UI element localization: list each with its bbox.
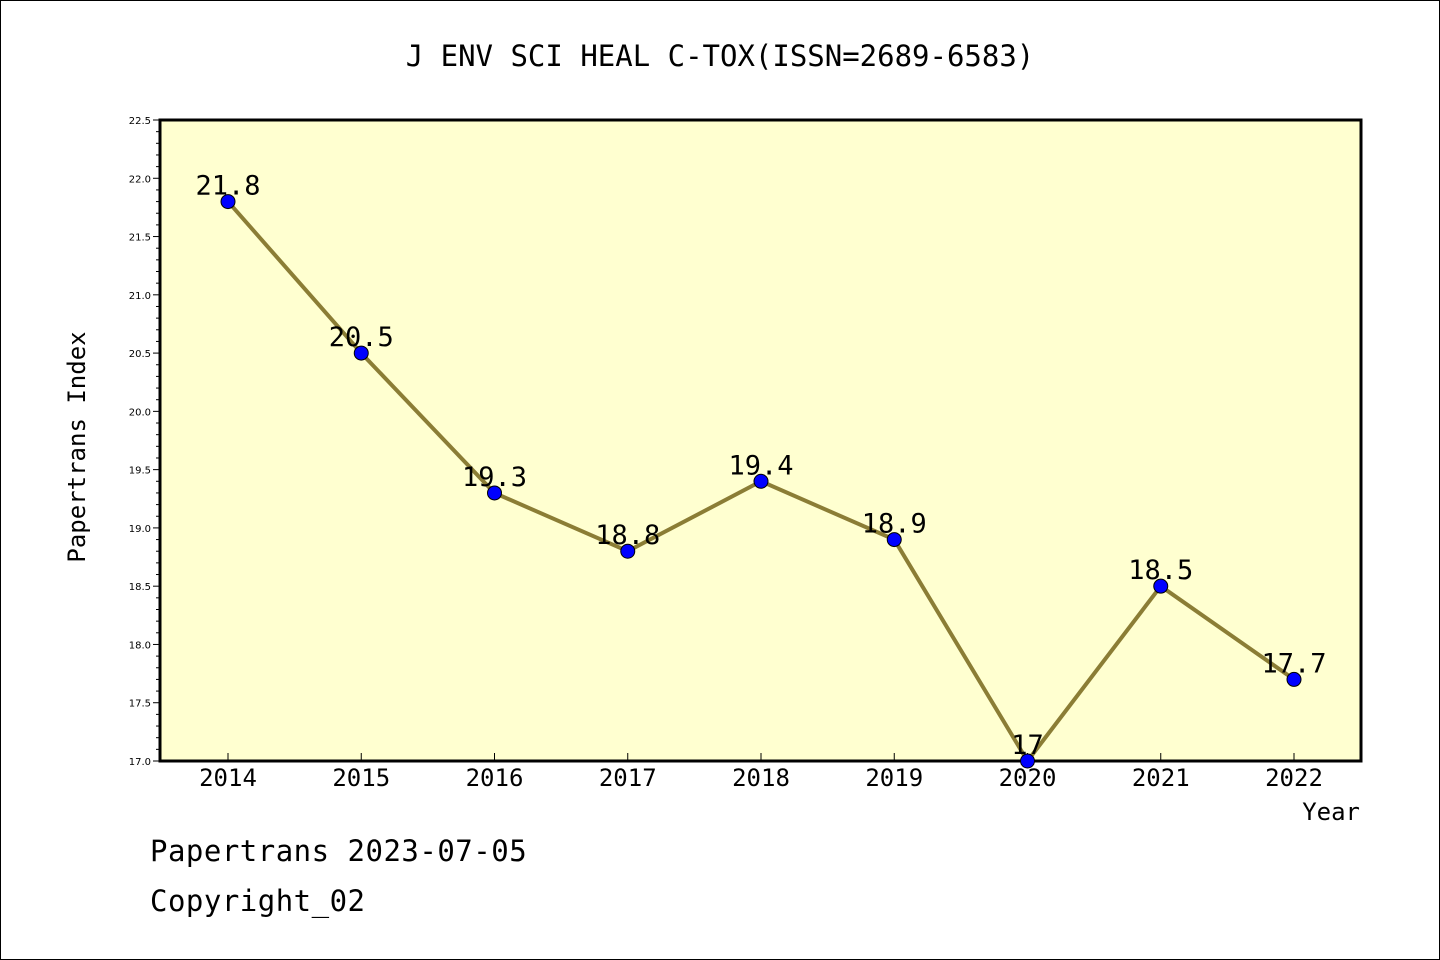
plot-area [158, 118, 1363, 763]
data-label: 18.8 [595, 520, 660, 551]
y-tick-label: 17.5 [129, 699, 151, 710]
data-point-marker [353, 345, 369, 361]
y-tick-label: 18.0 [129, 640, 151, 651]
footer-copyright-text: Copyright_02 [150, 884, 366, 918]
y-tick-label: 22.0 [129, 174, 151, 185]
x-tick-label: 2018 [732, 764, 790, 792]
y-tick-label: 20.5 [129, 349, 151, 360]
data-label: 17.7 [1261, 648, 1326, 679]
x-tick-label: 2016 [466, 764, 524, 792]
data-label: 20.5 [329, 322, 394, 353]
y-axis-label: Papertrans Index [63, 331, 91, 562]
y-tick-label: 21.5 [129, 233, 151, 244]
data-label: 18.9 [862, 509, 927, 540]
footer-date-text: Papertrans 2023-07-05 [150, 834, 528, 868]
data-point-marker [1286, 671, 1302, 687]
data-label: 18.5 [1128, 555, 1193, 586]
x-tick-label: 2020 [999, 764, 1057, 792]
x-tick-label: 2022 [1265, 764, 1323, 792]
data-label: 17 [1011, 730, 1044, 761]
data-label: 19.3 [462, 462, 527, 493]
data-point-marker [487, 485, 502, 501]
data-point-marker [1153, 578, 1169, 594]
y-tick-label: 19.0 [129, 524, 151, 535]
x-tick-label: 2019 [865, 764, 923, 792]
x-tick-label: 2017 [599, 764, 657, 792]
x-tick-label: 2014 [199, 764, 257, 792]
y-tick-label: 20.0 [129, 407, 151, 418]
x-tick-label: 2021 [1132, 764, 1190, 792]
x-axis-label: Year [1302, 798, 1360, 826]
data-point-marker [620, 543, 636, 559]
data-point-marker [886, 532, 902, 548]
y-tick-label: 18.5 [129, 582, 151, 593]
data-point-marker [753, 473, 769, 489]
y-tick-label: 17.0 [129, 757, 151, 768]
chart-title: J ENV SCI HEAL C-TOX(ISSN=2689-6583) [406, 39, 1035, 73]
y-tick-label: 19.5 [129, 466, 151, 477]
y-tick-label: 21.0 [129, 291, 151, 302]
data-label: 21.8 [195, 171, 260, 202]
y-tick-label: 22.5 [129, 116, 151, 127]
data-point-marker [220, 194, 236, 210]
x-tick-label: 2015 [332, 764, 390, 792]
data-point-marker [1020, 753, 1035, 769]
data-label: 19.4 [728, 450, 793, 481]
